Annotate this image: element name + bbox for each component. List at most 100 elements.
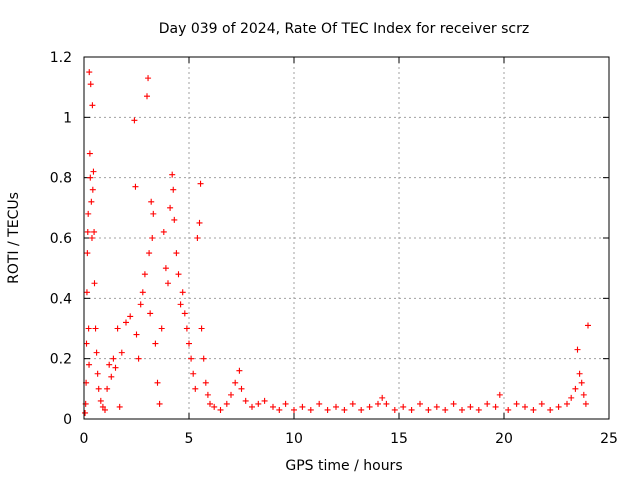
data-point: [86, 361, 93, 368]
data-point: [173, 250, 180, 257]
x-tick-label: 5: [185, 431, 194, 447]
data-point: [574, 346, 581, 353]
data-point: [106, 361, 113, 368]
data-point: [202, 379, 209, 386]
data-point: [91, 280, 98, 287]
x-tick-label: 0: [80, 431, 89, 447]
y-tick-label: 1.2: [50, 50, 72, 66]
data-point: [349, 400, 356, 407]
data-point: [83, 340, 90, 347]
data-point: [270, 403, 276, 410]
data-point: [538, 400, 545, 407]
data-point: [131, 117, 138, 124]
y-tick-label: 0.4: [50, 291, 72, 307]
data-point: [194, 235, 201, 241]
data-point: [145, 75, 152, 82]
data-point: [133, 331, 140, 338]
data-point: [141, 271, 148, 278]
data-point: [582, 400, 589, 407]
data-point: [408, 406, 415, 413]
data-point: [238, 385, 245, 392]
data-point: [585, 322, 591, 329]
data-point: [442, 406, 449, 413]
data-point: [148, 198, 155, 205]
data-point: [204, 391, 211, 398]
data-point: [580, 391, 587, 398]
data-point: [147, 310, 154, 317]
data-point: [496, 391, 503, 398]
y-tick-label: 1: [63, 110, 72, 126]
data-point: [417, 400, 423, 407]
data-point: [576, 370, 583, 377]
data-point: [87, 81, 94, 88]
data-point: [228, 391, 234, 398]
data-point: [522, 403, 528, 410]
data-point: [177, 301, 184, 308]
data-point: [276, 406, 283, 413]
data-point: [425, 406, 432, 413]
data-point: [162, 265, 169, 272]
data-point: [530, 406, 537, 413]
data-points: [82, 69, 591, 416]
data-point: [132, 183, 139, 190]
data-point: [84, 228, 91, 235]
data-point: [400, 403, 407, 410]
x-tick-labels: 0 5 10 15 20 25: [80, 431, 618, 447]
data-point: [572, 385, 579, 392]
data-point: [223, 400, 230, 407]
data-point: [156, 400, 163, 407]
y-tick-label: 0: [63, 412, 72, 428]
data-point: [207, 400, 213, 407]
data-point: [179, 289, 186, 296]
data-point: [154, 379, 161, 386]
data-point: [90, 168, 97, 175]
y-tick-label: 0.2: [50, 352, 72, 368]
x-tick-label: 15: [390, 431, 408, 447]
data-point: [391, 406, 398, 413]
data-point: [192, 385, 199, 392]
data-point: [433, 403, 440, 410]
data-point: [232, 379, 239, 386]
y-tick-label: 0.8: [50, 171, 72, 187]
data-point: [513, 400, 520, 407]
data-point: [144, 93, 150, 100]
data-point: [139, 289, 146, 296]
data-point: [88, 235, 95, 241]
data-point: [467, 403, 474, 410]
data-point: [110, 355, 117, 362]
data-point: [333, 403, 339, 410]
data-point: [291, 406, 297, 413]
plot-frame: [83, 56, 610, 420]
data-point: [211, 403, 218, 410]
y-tick-label: 0.6: [50, 231, 72, 247]
data-point: [95, 385, 102, 392]
data-point: [236, 367, 243, 374]
data-point: [127, 313, 134, 320]
y-axis-label: ROTI / TECUs: [6, 192, 22, 284]
data-point: [175, 271, 182, 278]
data-point: [547, 406, 554, 413]
data-point: [450, 400, 457, 407]
data-point: [118, 349, 125, 356]
data-point: [196, 219, 203, 226]
data-point: [86, 150, 93, 157]
data-point: [255, 400, 262, 407]
data-point: [459, 406, 465, 413]
data-point: [94, 370, 101, 377]
data-point: [87, 174, 94, 181]
data-point: [86, 69, 93, 76]
data-point: [186, 340, 192, 347]
data-point: [475, 406, 482, 413]
data-point: [188, 355, 195, 362]
data-point: [146, 250, 153, 257]
data-point: [183, 325, 190, 332]
data-point: [484, 400, 491, 407]
data-point: [104, 385, 111, 392]
data-point: [135, 355, 142, 362]
data-point: [97, 397, 104, 404]
data-point: [137, 301, 144, 308]
data-point: [165, 280, 171, 287]
x-tick-label: 20: [495, 431, 513, 447]
chart-title: Day 039 of 2024, Rate Of TEC Index for r…: [159, 21, 529, 37]
